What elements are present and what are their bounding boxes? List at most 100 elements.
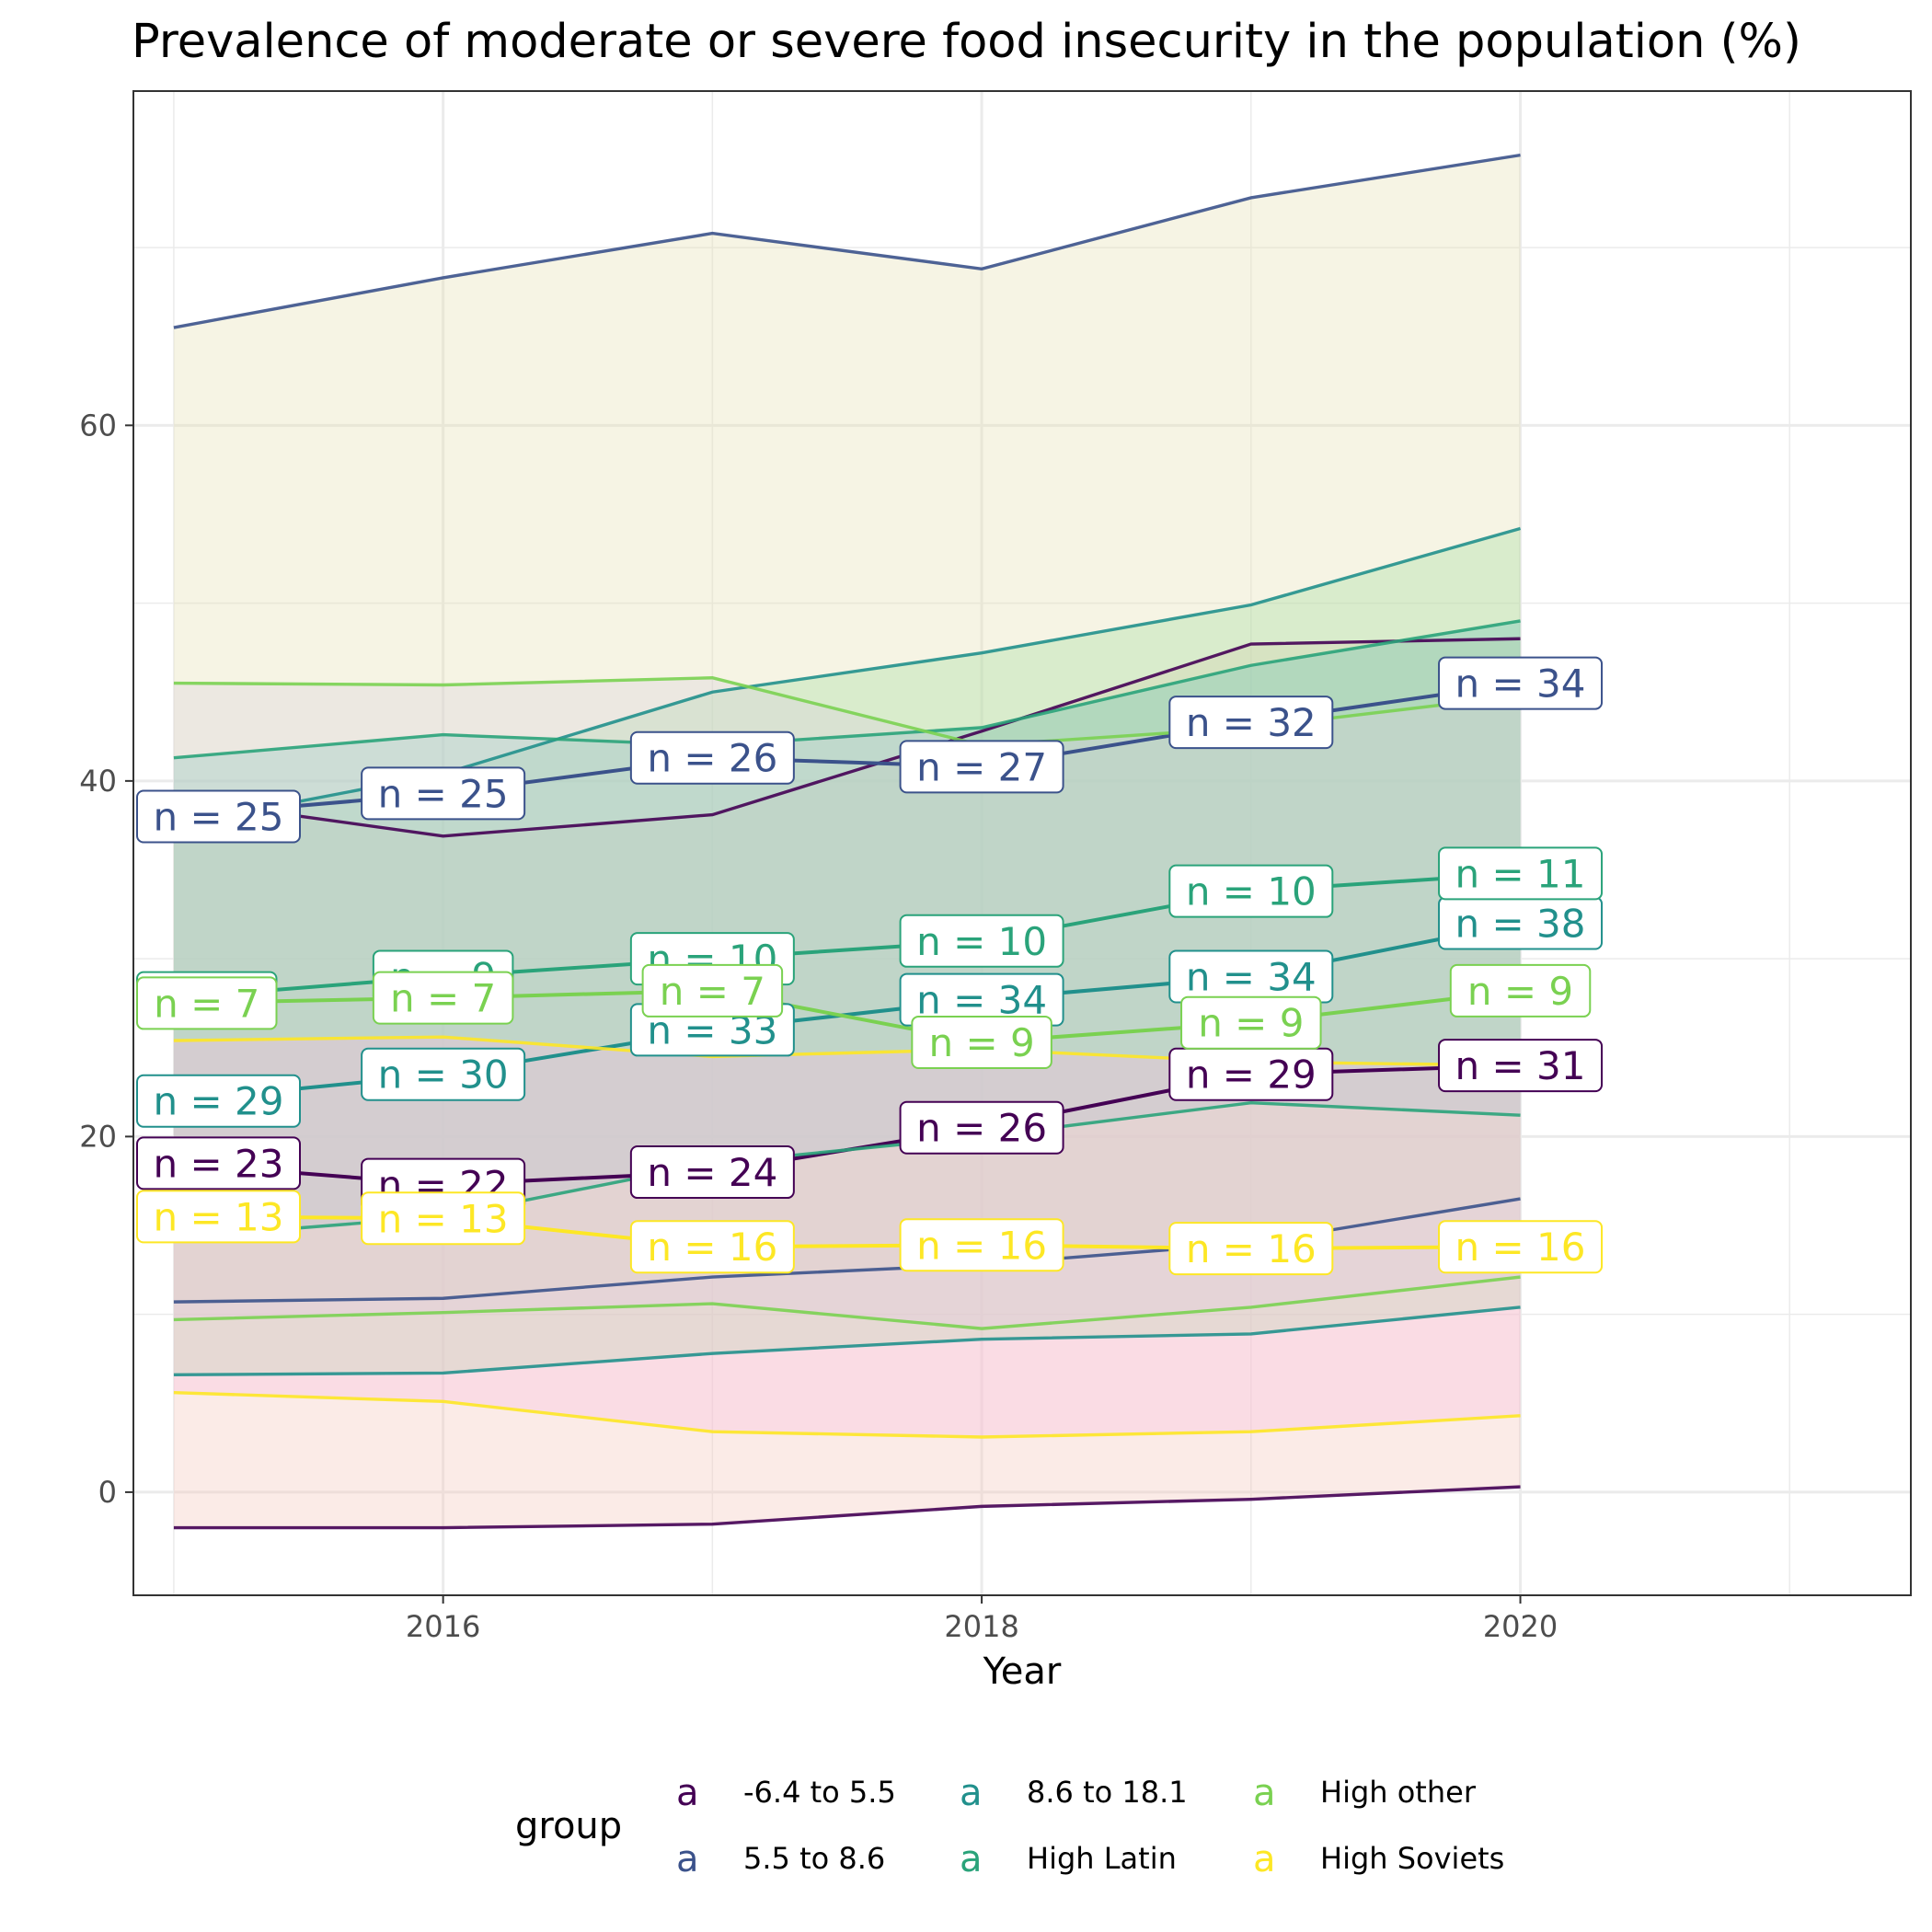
count-label-box — [629, 1220, 795, 1274]
bound-line — [173, 1390, 1521, 1439]
bound-line — [173, 1305, 1521, 1377]
y-tick-label: 40 — [79, 764, 117, 799]
count-label-box — [1438, 656, 1604, 710]
legend-key: a — [960, 1838, 983, 1880]
count-label-text: n = 29 — [154, 1079, 284, 1124]
count-label: n = 34 — [1168, 949, 1334, 1004]
count-label-text: n = 26 — [916, 1106, 1047, 1151]
x-axis: 2016 2018 2020 — [406, 1595, 1558, 1644]
x-tick-label: 2018 — [944, 1609, 1018, 1644]
x-axis-title: Year — [983, 1650, 1062, 1693]
legend-key: a — [676, 1838, 699, 1880]
count-label-box — [1449, 963, 1592, 1018]
bound-line — [173, 1275, 1521, 1330]
plot-border — [132, 90, 1912, 1596]
count-label-text: n = 34 — [916, 978, 1047, 1023]
count-label: n = 25 — [361, 766, 526, 821]
bound-line — [173, 153, 1521, 329]
count-label-box — [911, 1015, 1052, 1069]
y-axis: 0 20 40 60 — [79, 408, 133, 1510]
count-label-box — [1168, 864, 1334, 918]
legend-label: High Soviets — [1320, 1841, 1504, 1876]
count-label: n = 24 — [629, 1145, 795, 1200]
count-label-box — [1438, 846, 1604, 901]
count-label-text: n = 34 — [1455, 661, 1586, 707]
ribbon — [173, 1037, 1521, 1437]
y-tick-label: 20 — [79, 1119, 117, 1154]
count-label: n = 7 — [641, 963, 784, 1018]
count-label-text: n = 7 — [154, 981, 259, 1026]
count-label-text: n = 13 — [378, 1196, 509, 1241]
x-tick-label: 2020 — [1483, 1609, 1558, 1644]
count-label-text: n = 7 — [660, 969, 765, 1014]
count-label-text: n = 13 — [154, 1194, 284, 1239]
count-label-box — [899, 1100, 1064, 1155]
chart-title: Prevalence of moderate or severe food in… — [132, 15, 1801, 69]
count-label-box — [136, 789, 301, 844]
count-label-box — [1180, 995, 1322, 1050]
count-label: n = 26 — [899, 1100, 1064, 1155]
count-label: n = 10 — [1168, 864, 1334, 918]
count-label: n = 29 — [1168, 1047, 1334, 1101]
count-label-text: n = 34 — [1186, 954, 1317, 999]
count-label: n = 32 — [1168, 696, 1334, 750]
count-label-text: n = 9 — [1467, 969, 1573, 1014]
count-label-text: n = 9 — [1198, 1001, 1304, 1046]
legend-label: 8.6 to 18.1 — [1027, 1775, 1188, 1810]
count-label: n = 16 — [629, 1220, 795, 1274]
count-label-box — [641, 963, 784, 1018]
count-label-text: n = 11 — [1455, 851, 1586, 896]
bound-line — [173, 1485, 1521, 1530]
count-label: n = 9 — [1180, 995, 1322, 1050]
count-label: n = 9 — [911, 1015, 1052, 1069]
y-tick-label: 0 — [98, 1475, 117, 1510]
legend-key: a — [1253, 1772, 1276, 1814]
count-label-text: n = 38 — [1455, 901, 1586, 946]
count-label-text: n = 25 — [378, 771, 509, 816]
count-label-box — [1438, 1039, 1604, 1093]
count-label-text: n = 9 — [928, 1020, 1034, 1065]
count-label-text: n = 16 — [1455, 1225, 1586, 1270]
count-label-text: n = 29 — [1186, 1052, 1317, 1098]
count-label: n = 7 — [136, 976, 278, 1030]
count-label: n = 13 — [361, 1191, 526, 1246]
count-label-box — [361, 1047, 526, 1101]
count-label: n = 30 — [361, 1047, 526, 1101]
count-label-text: n = 7 — [390, 976, 496, 1021]
count-label: n = 34 — [1438, 656, 1604, 710]
count-label-text: n = 31 — [1455, 1043, 1586, 1088]
count-label-text: n = 25 — [154, 795, 284, 840]
count-label-text: n = 26 — [647, 736, 777, 781]
count-label-box — [1168, 696, 1334, 750]
count-label-box — [372, 971, 514, 1025]
x-tick-label: 2016 — [406, 1609, 480, 1644]
bound-line — [173, 637, 1521, 838]
legend-label: High other — [1320, 1775, 1477, 1810]
legend-label: 5.5 to 8.6 — [743, 1841, 885, 1876]
count-label-box — [361, 766, 526, 821]
ribbon — [173, 638, 1521, 1528]
count-label: n = 27 — [899, 740, 1064, 794]
count-label: n = 13 — [136, 1190, 301, 1244]
count-label: n = 25 — [136, 789, 301, 844]
count-label-text: n = 16 — [916, 1223, 1047, 1268]
count-label-text: n = 24 — [647, 1150, 777, 1195]
y-tick-label: 60 — [79, 408, 117, 443]
count-label: n = 16 — [1438, 1220, 1604, 1274]
count-label-box — [136, 1190, 301, 1244]
confidence-ribbons — [173, 155, 1521, 1528]
count-label-box — [899, 740, 1064, 794]
plot-panel — [133, 91, 1911, 1595]
count-label: n = 38 — [1438, 896, 1604, 950]
count-labels: n = 23 n = 22 n = 24n = 26n = 29 n = 31n = … — [136, 656, 1604, 1276]
legend-label: -6.4 to 5.5 — [743, 1775, 896, 1810]
count-label-box — [136, 976, 278, 1030]
legend-key: a — [676, 1772, 699, 1814]
count-label-box — [899, 914, 1064, 968]
count-label-box — [136, 1074, 301, 1128]
bound-line — [173, 619, 1521, 760]
count-label-text: n = 16 — [647, 1225, 777, 1270]
count-label: n = 29 — [136, 1074, 301, 1128]
count-label-text: n = 23 — [154, 1141, 284, 1186]
